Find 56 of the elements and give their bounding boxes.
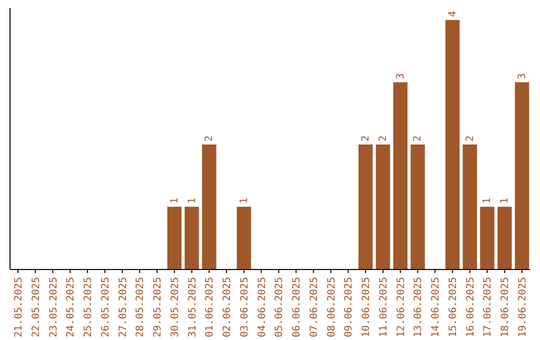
- x-tick-label: 09.06.2025: [344, 277, 355, 338]
- x-tick-label: 04.06.2025: [256, 277, 268, 338]
- data-label: 2: [360, 135, 372, 142]
- x-tick-label: 06.06.2025: [292, 277, 303, 338]
- x-tick-label: 27.05.2025: [118, 277, 129, 338]
- bar: [202, 144, 216, 269]
- x-tick-label: 08.06.2025: [326, 277, 338, 338]
- data-label: 1: [238, 198, 250, 204]
- bar: [236, 206, 252, 269]
- x-tick-label: 14.06.2025: [430, 277, 442, 338]
- bar: [393, 82, 408, 269]
- x-tick-label: 07.06.2025: [308, 277, 320, 338]
- x-tick-label: 28.05.2025: [135, 277, 146, 338]
- x-tick-label: 26.05.2025: [100, 277, 112, 338]
- x-tick-label: 05.06.2025: [274, 277, 286, 338]
- data-label: 2: [378, 135, 389, 142]
- x-tick-label: 21.05.2025: [13, 277, 24, 338]
- x-tick-label: 31.05.2025: [187, 277, 198, 338]
- x-tick-label: 02.06.2025: [222, 277, 234, 338]
- data-label: 1: [186, 198, 198, 204]
- x-tick-label: 16.06.2025: [465, 277, 476, 338]
- data-label: 3: [395, 73, 406, 80]
- bar: [445, 20, 460, 269]
- x-tick-label: 03.06.2025: [239, 277, 250, 338]
- bar: [498, 206, 512, 269]
- bar: [514, 82, 530, 269]
- x-tick-label: 25.05.2025: [83, 277, 94, 338]
- x-tick-label: 17.06.2025: [482, 277, 494, 338]
- x-tick-label: 30.05.2025: [170, 277, 181, 338]
- bar: [184, 206, 199, 269]
- x-tick-label: 12.06.2025: [396, 277, 407, 338]
- data-label: 2: [412, 135, 424, 142]
- data-label: 2: [204, 135, 216, 142]
- data-label: 3: [517, 73, 528, 80]
- bar: [480, 206, 494, 269]
- x-tick-label: 15.06.2025: [448, 277, 459, 338]
- data-label: 1: [169, 198, 180, 204]
- data-label: 4: [447, 10, 458, 17]
- x-tick-label: 22.05.2025: [30, 277, 42, 338]
- x-tick-label: 23.05.2025: [48, 277, 60, 338]
- x-tick-label: 13.06.2025: [413, 277, 424, 338]
- bar: [358, 144, 373, 269]
- data-label: 2: [464, 135, 476, 142]
- x-tick-label: 24.05.2025: [66, 277, 77, 338]
- data-label: 1: [500, 198, 511, 204]
- bar: [462, 144, 477, 269]
- x-tick-label: 10.06.2025: [361, 277, 372, 338]
- x-tick-label: 29.05.2025: [152, 277, 164, 338]
- data-label: 1: [482, 198, 494, 204]
- bar: [410, 144, 425, 269]
- x-tick-label: 19.06.2025: [518, 277, 529, 338]
- x-tick-label: 11.06.2025: [378, 277, 390, 338]
- bar: [167, 206, 182, 269]
- bar: [376, 144, 390, 269]
- x-tick-label: 01.06.2025: [204, 277, 216, 338]
- x-tick-label: 18.06.2025: [500, 277, 512, 338]
